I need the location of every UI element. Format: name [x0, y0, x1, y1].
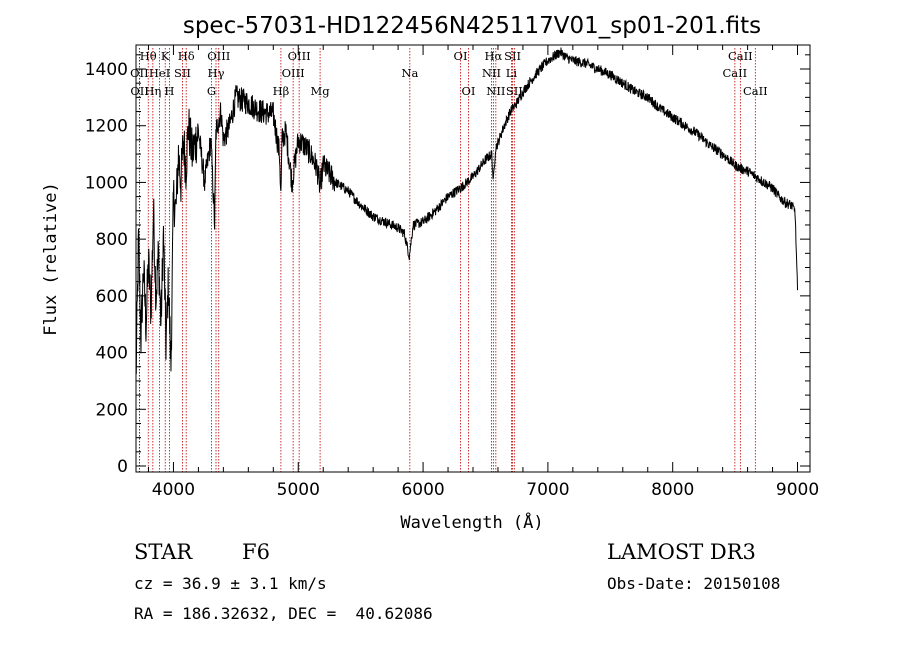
- y-tick-label-7: 1400: [85, 60, 128, 80]
- line-label-26: CaII: [728, 49, 753, 63]
- line-label-15: Mg: [311, 84, 331, 98]
- x-tick-label-2: 6000: [401, 480, 444, 500]
- line-label-16: Na: [401, 66, 418, 80]
- line-label-21: NII: [486, 84, 505, 98]
- line-label-5: K: [161, 49, 170, 63]
- line-label-22: Li: [506, 66, 518, 80]
- x-tick-label-0: 4000: [152, 480, 195, 500]
- line-label-27: CaII: [743, 84, 768, 98]
- coordinates: RA = 186.32632, DEC = 40.62086: [134, 604, 433, 623]
- x-tick-label-1: 5000: [277, 480, 320, 500]
- observation-date: Obs-Date: 20150108: [607, 574, 781, 593]
- survey-name: LAMOST DR3: [607, 540, 756, 564]
- series-flux: [135, 47, 799, 374]
- redshift-info: cz = 36.9 ± 3.1 km/s: [134, 574, 327, 593]
- line-label-6: H: [164, 84, 174, 98]
- line-label-8: Hδ: [178, 49, 195, 63]
- y-tick-label-0: 0: [117, 457, 128, 477]
- line-label-10: Hγ: [208, 66, 225, 80]
- line-label-14: OIII: [288, 49, 311, 63]
- y-axis-label: Flux (relative): [41, 182, 61, 336]
- object-subclass: F6: [242, 540, 270, 564]
- line-label-12: Hβ: [273, 84, 290, 98]
- series: [135, 47, 799, 374]
- line-label-19: NII: [482, 66, 501, 80]
- x-tick-label-5: 9000: [776, 480, 819, 500]
- y-tick-label-5: 1000: [85, 173, 128, 193]
- line-label-13: OIII: [282, 66, 305, 80]
- y-tick-label-1: 200: [96, 400, 128, 420]
- line-label-24: SII: [506, 84, 523, 98]
- line-label-2: Hθ: [140, 49, 157, 63]
- object-class: STAR: [134, 540, 193, 564]
- line-label-3: Hη: [144, 84, 161, 98]
- x-tick-label-4: 8000: [651, 480, 694, 500]
- axis-ticks: 4000 5000 6000 7000 8000 9000 0 200 400 600 800 100…: [85, 45, 819, 500]
- line-label-0: OII: [130, 66, 149, 80]
- spectral-line-labels: OIIOIIHθHηHeIKHSIIHδGHγOIIIHβOIIIOIIIMgN…: [130, 49, 768, 98]
- plot-frame: [135, 44, 811, 473]
- y-tick-label-6: 1200: [85, 117, 128, 137]
- line-label-17: OI: [454, 49, 468, 63]
- line-label-18: OI: [462, 84, 476, 98]
- line-label-9: G: [207, 84, 216, 98]
- line-label-1: OII: [130, 84, 149, 98]
- line-label-7: SII: [174, 66, 191, 80]
- y-tick-label-2: 400: [96, 344, 128, 364]
- chart-title: spec-57031-HD122456N425117V01_sp01-201.f…: [183, 13, 761, 39]
- line-label-4: HeI: [149, 66, 170, 80]
- x-tick-label-3: 7000: [526, 480, 569, 500]
- y-tick-label-3: 600: [96, 287, 128, 307]
- line-label-23: SII: [504, 49, 521, 63]
- y-tick-label-4: 800: [96, 230, 128, 250]
- line-label-20: Hα: [484, 49, 502, 63]
- x-axis-label: Wavelength (Å): [400, 511, 543, 533]
- line-label-11: OIII: [207, 49, 230, 63]
- line-label-25: CaII: [722, 66, 747, 80]
